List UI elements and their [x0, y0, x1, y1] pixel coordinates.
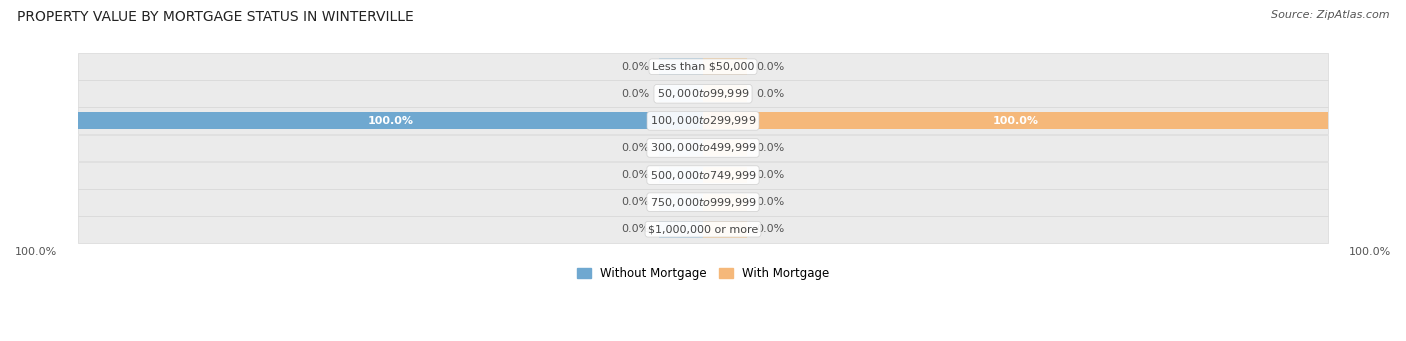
- Text: Source: ZipAtlas.com: Source: ZipAtlas.com: [1271, 10, 1389, 20]
- Text: 0.0%: 0.0%: [621, 224, 650, 234]
- Text: 100.0%: 100.0%: [15, 247, 58, 257]
- Text: 100.0%: 100.0%: [367, 116, 413, 126]
- Bar: [659, 139, 703, 157]
- Text: 0.0%: 0.0%: [756, 197, 785, 207]
- Bar: [77, 189, 1329, 216]
- Bar: [77, 162, 1329, 189]
- Text: 0.0%: 0.0%: [756, 224, 785, 234]
- Bar: [659, 194, 703, 210]
- Bar: [659, 167, 703, 183]
- Text: $1,000,000 or more: $1,000,000 or more: [648, 224, 758, 234]
- Text: $100,000 to $299,999: $100,000 to $299,999: [650, 114, 756, 128]
- Bar: [77, 107, 1329, 134]
- Legend: Without Mortgage, With Mortgage: Without Mortgage, With Mortgage: [572, 262, 834, 284]
- Bar: [77, 80, 1329, 107]
- Text: 0.0%: 0.0%: [756, 62, 785, 72]
- Text: $750,000 to $999,999: $750,000 to $999,999: [650, 196, 756, 209]
- Bar: [659, 85, 703, 102]
- Text: 0.0%: 0.0%: [621, 170, 650, 180]
- Bar: [77, 113, 703, 129]
- Bar: [77, 216, 1329, 243]
- Text: 0.0%: 0.0%: [756, 89, 785, 99]
- Text: 0.0%: 0.0%: [621, 89, 650, 99]
- Bar: [659, 58, 703, 75]
- Bar: [659, 221, 703, 238]
- Text: 0.0%: 0.0%: [756, 170, 785, 180]
- Text: 100.0%: 100.0%: [993, 116, 1039, 126]
- Bar: [703, 194, 747, 210]
- Text: 100.0%: 100.0%: [1348, 247, 1391, 257]
- Bar: [703, 139, 747, 157]
- Text: 0.0%: 0.0%: [621, 197, 650, 207]
- Text: 0.0%: 0.0%: [756, 143, 785, 153]
- Bar: [703, 113, 1329, 129]
- Bar: [703, 167, 747, 183]
- Text: $50,000 to $99,999: $50,000 to $99,999: [657, 87, 749, 100]
- Bar: [77, 53, 1329, 80]
- Text: PROPERTY VALUE BY MORTGAGE STATUS IN WINTERVILLE: PROPERTY VALUE BY MORTGAGE STATUS IN WIN…: [17, 10, 413, 24]
- Text: Less than $50,000: Less than $50,000: [652, 62, 754, 72]
- Bar: [703, 85, 747, 102]
- Bar: [77, 135, 1329, 161]
- Bar: [703, 221, 747, 238]
- Bar: [703, 58, 747, 75]
- Text: $500,000 to $749,999: $500,000 to $749,999: [650, 168, 756, 181]
- Text: 0.0%: 0.0%: [621, 143, 650, 153]
- Text: $300,000 to $499,999: $300,000 to $499,999: [650, 142, 756, 154]
- Text: 0.0%: 0.0%: [621, 62, 650, 72]
